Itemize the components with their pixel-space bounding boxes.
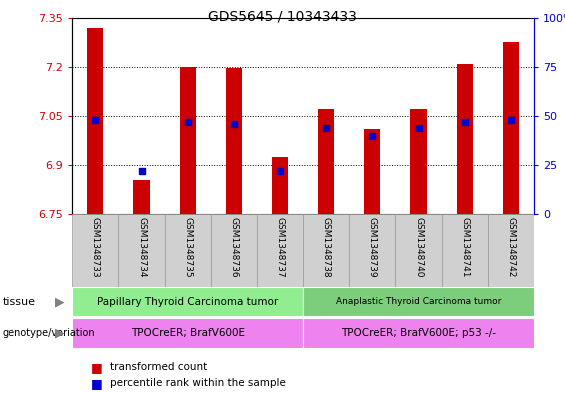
Text: ■: ■ bbox=[90, 361, 102, 374]
Bar bbox=[318, 109, 334, 214]
Text: GSM1348736: GSM1348736 bbox=[229, 217, 238, 278]
Text: Papillary Thyroid Carcinoma tumor: Papillary Thyroid Carcinoma tumor bbox=[97, 297, 279, 307]
Bar bbox=[119, 214, 164, 287]
Bar bbox=[303, 318, 534, 348]
Text: transformed count: transformed count bbox=[110, 362, 207, 373]
Text: GSM1348737: GSM1348737 bbox=[276, 217, 285, 278]
Bar bbox=[410, 109, 427, 214]
Bar bbox=[211, 214, 257, 287]
Point bbox=[368, 132, 377, 139]
Bar bbox=[88, 28, 103, 214]
Text: genotype/variation: genotype/variation bbox=[3, 328, 95, 338]
Text: TPOCreER; BrafV600E; p53 -/-: TPOCreER; BrafV600E; p53 -/- bbox=[341, 328, 496, 338]
Text: GSM1348734: GSM1348734 bbox=[137, 217, 146, 277]
Text: ▶: ▶ bbox=[54, 295, 64, 308]
Point bbox=[229, 121, 238, 127]
Point bbox=[276, 168, 285, 174]
Text: GSM1348741: GSM1348741 bbox=[460, 217, 469, 277]
Bar bbox=[364, 129, 380, 214]
Bar bbox=[164, 214, 211, 287]
Point bbox=[460, 119, 469, 125]
Text: GSM1348742: GSM1348742 bbox=[506, 217, 515, 277]
Text: GSM1348738: GSM1348738 bbox=[321, 217, 331, 278]
Text: GSM1348733: GSM1348733 bbox=[91, 217, 100, 278]
Text: tissue: tissue bbox=[3, 297, 36, 307]
Bar bbox=[180, 67, 196, 214]
Point bbox=[91, 117, 100, 123]
Text: ■: ■ bbox=[90, 376, 102, 390]
Bar bbox=[457, 64, 473, 214]
Point bbox=[137, 168, 146, 174]
Text: ▶: ▶ bbox=[54, 327, 64, 340]
Bar bbox=[349, 214, 396, 287]
Text: GDS5645 / 10343433: GDS5645 / 10343433 bbox=[208, 10, 357, 24]
Bar bbox=[72, 287, 303, 316]
Point bbox=[321, 125, 331, 131]
Point bbox=[414, 125, 423, 131]
Text: GSM1348735: GSM1348735 bbox=[183, 217, 192, 278]
Text: TPOCreER; BrafV600E: TPOCreER; BrafV600E bbox=[131, 328, 245, 338]
Bar bbox=[442, 214, 488, 287]
Text: Anaplastic Thyroid Carcinoma tumor: Anaplastic Thyroid Carcinoma tumor bbox=[336, 297, 501, 306]
Bar bbox=[503, 42, 519, 214]
Bar bbox=[272, 157, 288, 214]
Text: GSM1348739: GSM1348739 bbox=[368, 217, 377, 278]
Bar bbox=[72, 318, 303, 348]
Bar bbox=[226, 68, 242, 214]
Text: GSM1348740: GSM1348740 bbox=[414, 217, 423, 277]
Text: percentile rank within the sample: percentile rank within the sample bbox=[110, 378, 286, 388]
Bar bbox=[72, 214, 119, 287]
Bar bbox=[133, 180, 150, 214]
Bar bbox=[303, 287, 534, 316]
Bar bbox=[396, 214, 442, 287]
Point bbox=[506, 117, 515, 123]
Bar bbox=[257, 214, 303, 287]
Bar bbox=[488, 214, 534, 287]
Point bbox=[183, 119, 192, 125]
Bar bbox=[303, 214, 349, 287]
